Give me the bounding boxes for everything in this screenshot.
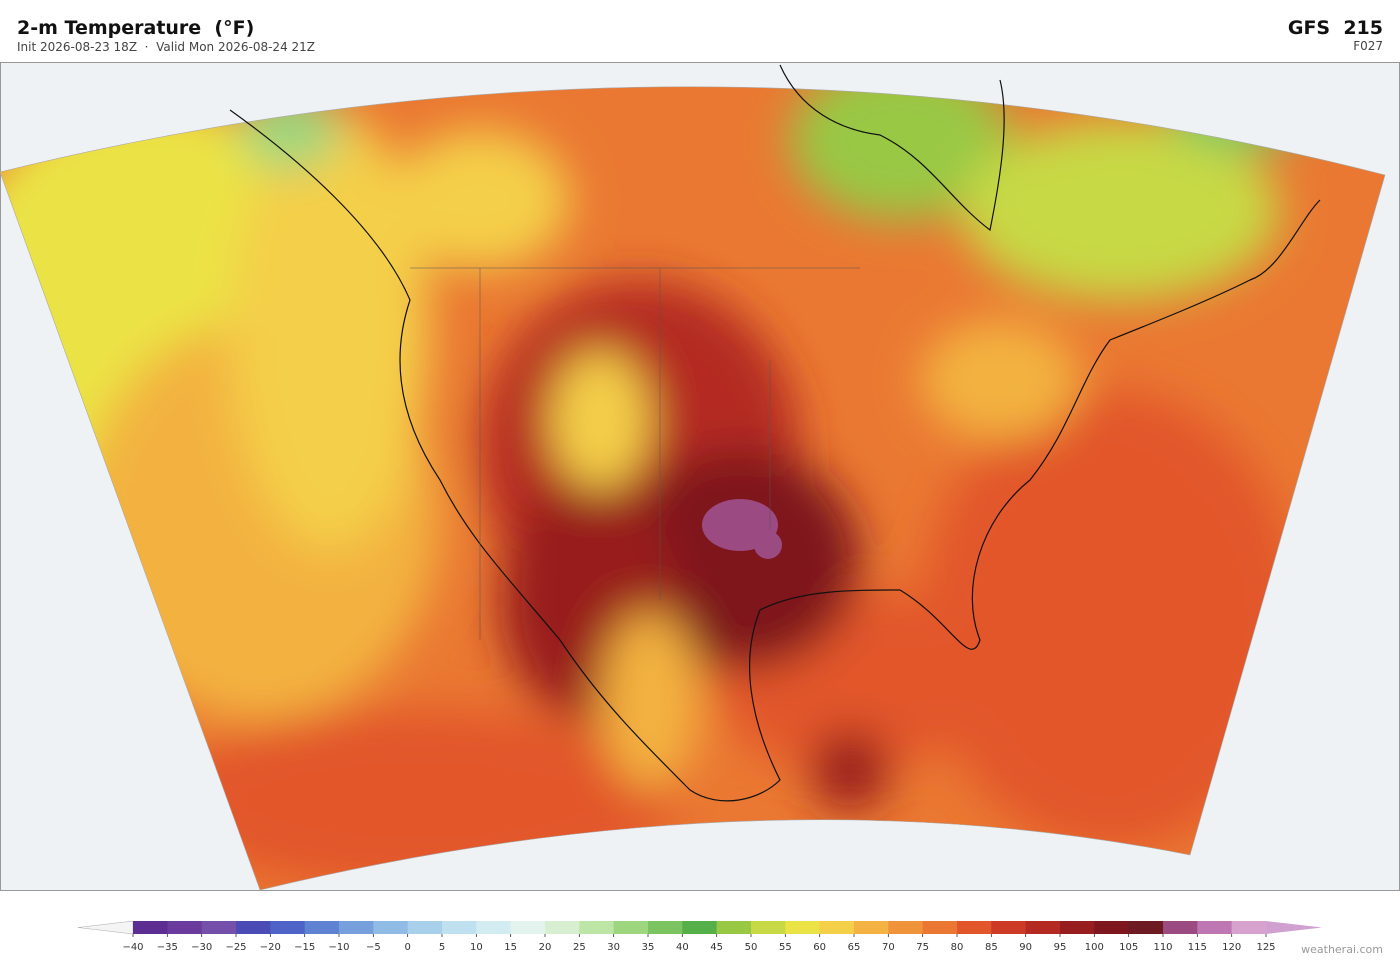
title: 2-m Temperature (°F) <box>17 17 254 39</box>
colorbar-segment <box>1025 921 1061 934</box>
colorbar-segment <box>579 921 615 934</box>
colorbar-under <box>77 920 134 935</box>
colorbar-over <box>1266 921 1322 934</box>
colorbar-tick-label: 120 <box>1222 942 1241 953</box>
colorbar-segment <box>716 921 752 934</box>
coastline <box>229 109 1321 802</box>
colorbar-segment <box>270 921 306 934</box>
colorbar-segment <box>373 921 409 934</box>
colorbar-tick-label: 90 <box>1019 942 1032 953</box>
subtitle: Init 2026-08-23 18Z · Valid Mon 2026-08-… <box>17 40 315 54</box>
colorbar: −40 −35 −30 −25 −20 −15 −10 −5 0 5 10 15 20 25 30 35 40 4… <box>77 920 1322 953</box>
colorbar-segment <box>888 921 924 934</box>
colorbar-segment <box>957 921 992 934</box>
colorbar-tick-label: 95 <box>1054 942 1067 953</box>
colorbar-segment <box>476 921 512 934</box>
colorbar-tick-label: 80 <box>951 942 964 953</box>
colorbar-tick-label: 55 <box>779 942 792 953</box>
credit: weatherai.com <box>1301 943 1383 956</box>
colorbar-segment <box>854 921 889 934</box>
colorbar-tick-label: −10 <box>328 942 349 953</box>
colorbar-segment <box>1094 921 1130 934</box>
colorbar-tick-label: 15 <box>504 942 517 953</box>
colorbar-tick-label: 100 <box>1085 942 1104 953</box>
colorbar-tick-label: −25 <box>225 942 246 953</box>
colorbar-segment <box>1060 921 1095 934</box>
colorbar-segment <box>167 921 203 934</box>
colorbar-segment <box>991 921 1027 934</box>
colorbar-segment <box>682 921 718 934</box>
colorbar-tick-label: 25 <box>573 942 586 953</box>
colorbar-tick-label: 50 <box>745 942 758 953</box>
colorbar-segment <box>922 921 958 934</box>
colorbar-segment <box>613 921 649 934</box>
colorbar-segment <box>407 921 443 934</box>
model-label: GFS 215 <box>1288 17 1383 39</box>
colorbar-tick-label: −40 <box>122 942 143 953</box>
colorbar-segment <box>751 921 786 934</box>
colorbar-tick-label: 75 <box>916 942 929 953</box>
colorbar-tick-label: 10 <box>470 942 483 953</box>
colorbar-tick-label: −20 <box>260 942 281 953</box>
colorbar-tick-label: 110 <box>1153 942 1172 953</box>
colorbar-segment <box>304 921 340 934</box>
colorbar-tick-label: 20 <box>539 942 552 953</box>
colorbar-tick-label: −35 <box>157 942 178 953</box>
colorbar-segment <box>201 921 237 934</box>
colorbar-tick-label: 115 <box>1188 942 1207 953</box>
colorbar-tick-label: 70 <box>882 942 895 953</box>
colorbar-tick-label: 105 <box>1119 942 1138 953</box>
colorbar-segment <box>1197 921 1233 934</box>
colorbar-tick-label: 45 <box>710 942 723 953</box>
colorbar-tick-label: 60 <box>813 942 826 953</box>
colorbar-tick-label: −30 <box>191 942 212 953</box>
colorbar-tick-label: 35 <box>642 942 655 953</box>
colorbar-segment <box>236 921 271 934</box>
colorbar-tick-label: 85 <box>985 942 998 953</box>
colorbar-segment <box>1163 921 1198 934</box>
colorbar-segment <box>648 921 683 934</box>
colorbar-segment <box>545 921 580 934</box>
colorbar-segment <box>133 921 168 934</box>
colorbar-tick-label: −15 <box>294 942 315 953</box>
colorbar-tick-label: 40 <box>676 942 689 953</box>
hudson-bay-coast <box>779 64 1005 232</box>
colorbar-segment <box>339 921 374 934</box>
colorbar-segment <box>785 921 821 934</box>
colorbar-tick-label: 0 <box>404 942 410 953</box>
colorbar-tick-label: 65 <box>848 942 861 953</box>
colorbar-segment <box>1231 921 1267 934</box>
colorbar-tick-label: −5 <box>366 942 381 953</box>
colorbar-segment <box>1128 921 1164 934</box>
colorbar-tick-label: 5 <box>439 942 445 953</box>
colorbar-tick-label: 30 <box>607 942 620 953</box>
colorbar-segment <box>510 921 546 934</box>
colorbar-segment <box>442 921 477 934</box>
colorbar-tick-label: 125 <box>1256 942 1275 953</box>
colorbar-segment <box>819 921 855 934</box>
boundaries <box>410 267 860 640</box>
forecast-hour: F027 <box>1353 39 1383 53</box>
